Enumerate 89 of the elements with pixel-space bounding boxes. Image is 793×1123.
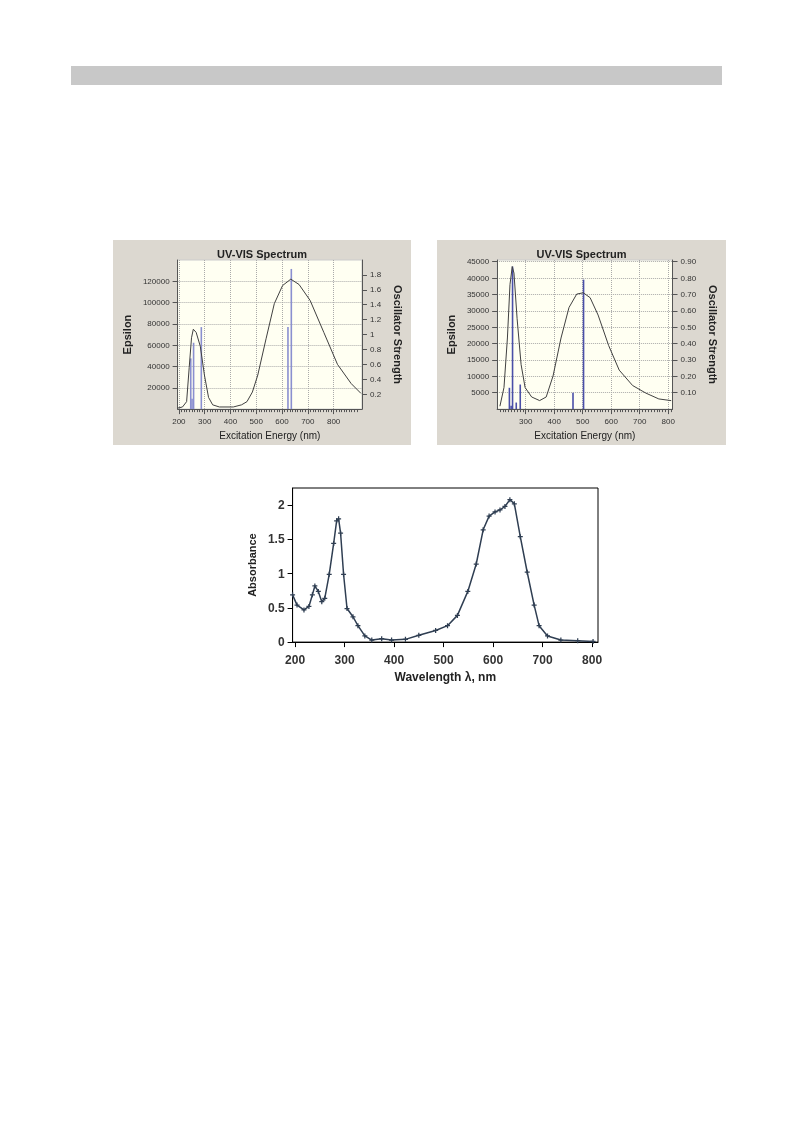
x-tick-label: 500 [576, 416, 590, 426]
y-tick-label: 10000 [466, 371, 490, 381]
y-tick-label: 0 [277, 635, 285, 650]
point [536, 623, 542, 629]
point [369, 637, 375, 643]
x-tick-label: 500 [433, 653, 454, 668]
x-axis-title: Excitation Energy (nm) [219, 429, 321, 441]
x-tick-label: 800 [661, 416, 676, 426]
y-tick-label: 60000 [147, 340, 171, 350]
point [355, 623, 361, 629]
x-tick-label: 300 [334, 653, 355, 668]
x-tick-label: 800 [582, 653, 603, 668]
y2-axis-title: Oscillator Strength [706, 285, 719, 385]
x-tick-label: 700 [633, 416, 647, 426]
y-tick-label: 5000 [471, 388, 490, 398]
x-tick-label: 400 [223, 416, 238, 426]
y2-tick-label: 0.80 [680, 273, 697, 283]
y2-tick-label: 1 [369, 330, 375, 340]
y2-tick-label: 0.10 [680, 388, 697, 398]
point [492, 509, 498, 515]
y-tick-label: 35000 [466, 289, 490, 299]
point [350, 614, 356, 620]
y2-tick-label: 1.4 [369, 300, 382, 310]
point [590, 638, 596, 644]
y2-tick-label: 0.60 [680, 306, 697, 316]
chart-title: UV-VIS Spectrum [536, 247, 627, 260]
y2-axis-title: Oscillator Strength [391, 285, 404, 385]
y-tick-label: 100000 [142, 298, 171, 308]
x-tick-label: 800 [326, 416, 341, 426]
y-tick-label: 15000 [466, 355, 490, 365]
y2-tick-label: 0.30 [680, 355, 697, 365]
y-tick-label: 25000 [466, 322, 490, 332]
y-tick-label: 120000 [142, 276, 171, 286]
point [502, 503, 508, 509]
point [558, 637, 564, 643]
x-tick-label: 700 [301, 416, 316, 426]
y-tick-label: 20000 [147, 383, 171, 393]
y2-tick-label: 0.4 [369, 374, 382, 384]
point [362, 633, 368, 639]
point [507, 497, 513, 503]
y2-tick-label: 0.40 [680, 339, 697, 349]
y2-tick-label: 1.8 [369, 270, 382, 280]
x-tick-label: 500 [249, 416, 264, 426]
point [306, 603, 312, 609]
point [473, 561, 479, 567]
y-tick-label: 0.5 [267, 600, 285, 615]
y2-tick-label: 0.20 [680, 371, 697, 381]
y-tick-label: 2 [277, 498, 285, 513]
y-tick-label: 45000 [466, 257, 490, 267]
y2-tick-label: 0.2 [369, 389, 382, 399]
y2-tick-label: 0.70 [680, 289, 697, 299]
y-tick-label: 1 [277, 566, 285, 581]
point [389, 637, 395, 643]
y-tick-label: 40000 [466, 273, 490, 283]
point [294, 602, 300, 608]
y-axis-title: Absorbance [245, 533, 258, 597]
x-tick-label: 700 [532, 653, 553, 668]
point [497, 507, 503, 513]
x-tick-label: 600 [483, 653, 504, 668]
y2-tick-label: 0.50 [680, 322, 697, 332]
x-tick-label: 200 [285, 653, 306, 668]
point [301, 607, 307, 613]
x-tick-label: 400 [384, 653, 405, 668]
y2-tick-label: 0.6 [369, 359, 382, 369]
x-tick-label: 200 [172, 416, 187, 426]
y-tick-label: 40000 [147, 362, 171, 371]
y-tick-label: 20000 [466, 339, 490, 349]
point [531, 602, 537, 608]
y2-tick-label: 1.2 [369, 315, 382, 325]
x-axis-title: Excitation Energy (nm) [534, 429, 636, 441]
x-axis-title: Wavelength λ, nm [394, 670, 497, 684]
x-tick-label: 300 [518, 416, 533, 426]
y-tick-label: 30000 [466, 306, 490, 316]
y-tick-label: 80000 [147, 319, 171, 329]
point [312, 583, 318, 589]
x-tick-label: 600 [604, 416, 619, 426]
y-tick-label: 1.5 [267, 532, 285, 547]
y2-tick-label: 0.8 [369, 344, 382, 354]
y2-tick-label: 1.6 [369, 285, 382, 295]
point [545, 633, 551, 639]
point [344, 606, 350, 612]
y-axis-title: Epsilon [120, 314, 133, 355]
y2-tick-label: 0.90 [680, 257, 697, 267]
x-tick-label: 300 [197, 416, 212, 426]
chart-title: UV-VIS Spectrum [217, 247, 308, 260]
x-tick-label: 400 [547, 416, 562, 426]
point [486, 513, 492, 519]
y-axis-title: Epsilon [444, 314, 457, 355]
x-tick-label: 600 [275, 416, 290, 426]
